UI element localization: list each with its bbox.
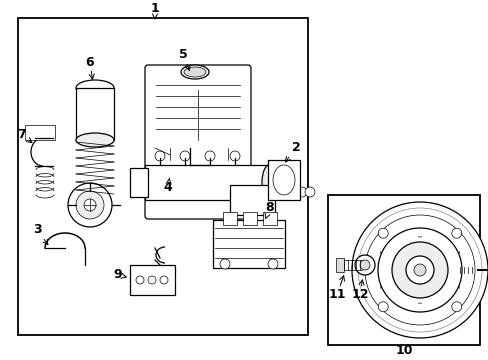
Text: 10: 10 (394, 343, 412, 356)
Text: 3: 3 (34, 224, 48, 245)
Text: 5: 5 (178, 49, 189, 71)
Bar (25, 125, 55, 140)
Circle shape (136, 276, 143, 284)
Circle shape (377, 228, 387, 238)
Bar (130, 265, 175, 295)
Circle shape (359, 260, 369, 270)
Circle shape (351, 202, 487, 338)
Circle shape (296, 187, 306, 197)
Circle shape (155, 151, 164, 161)
Circle shape (354, 255, 374, 275)
Bar (267, 160, 299, 200)
Ellipse shape (262, 165, 278, 199)
Circle shape (204, 151, 215, 161)
Bar (18, 18, 307, 335)
Circle shape (76, 191, 104, 219)
Circle shape (281, 187, 290, 197)
Circle shape (229, 151, 240, 161)
Text: 2: 2 (285, 141, 300, 162)
Text: 4: 4 (163, 179, 172, 194)
Circle shape (377, 302, 387, 312)
Ellipse shape (272, 165, 294, 195)
Ellipse shape (181, 65, 208, 79)
Ellipse shape (76, 133, 114, 147)
Circle shape (405, 256, 433, 284)
Circle shape (220, 259, 229, 269)
Circle shape (267, 259, 278, 269)
Text: 7: 7 (18, 129, 32, 143)
Circle shape (391, 242, 447, 298)
Text: 8: 8 (264, 202, 274, 219)
Text: 1: 1 (150, 1, 159, 19)
Bar (335, 258, 343, 272)
Circle shape (148, 276, 156, 284)
Circle shape (272, 187, 283, 197)
Text: 9: 9 (113, 269, 126, 282)
FancyBboxPatch shape (145, 65, 250, 219)
Circle shape (451, 302, 461, 312)
Bar (263, 212, 276, 225)
Circle shape (68, 183, 112, 227)
Ellipse shape (76, 80, 114, 96)
Circle shape (84, 199, 96, 211)
Ellipse shape (183, 67, 205, 77)
Circle shape (305, 187, 314, 197)
Bar (327, 195, 479, 345)
Bar (243, 212, 257, 225)
Text: 12: 12 (350, 280, 368, 301)
Circle shape (413, 264, 425, 276)
Bar (213, 220, 285, 268)
Text: 11: 11 (327, 276, 345, 301)
Circle shape (288, 187, 298, 197)
Circle shape (180, 151, 190, 161)
Bar (229, 185, 274, 215)
Bar (130, 168, 148, 197)
Circle shape (160, 276, 168, 284)
Circle shape (377, 228, 461, 312)
Bar (76, 88, 114, 140)
Text: 6: 6 (85, 55, 94, 79)
Bar (145, 165, 269, 200)
Bar (223, 212, 237, 225)
Circle shape (451, 228, 461, 238)
